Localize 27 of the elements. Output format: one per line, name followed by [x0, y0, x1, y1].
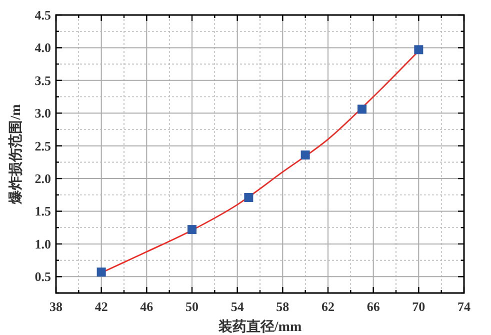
x-tick-label: 58 — [276, 299, 290, 314]
y-tick-label: 3.5 — [34, 72, 52, 88]
point — [358, 104, 366, 114]
x-tick-label: 46 — [140, 299, 154, 314]
point — [244, 193, 254, 202]
y-tick-label: 2.5 — [34, 138, 52, 154]
y-tick-label: 1.5 — [34, 204, 52, 219]
y-tick-label: 4.0 — [34, 40, 51, 56]
x-tick-label: 38 — [50, 299, 63, 314]
y-tick-label: 1.0 — [34, 236, 51, 252]
x-tick-label: 62 — [322, 299, 334, 314]
x-tick-label: 42 — [94, 299, 108, 314]
y-tick-label: 3.0 — [34, 106, 51, 121]
x-tick-label: 66 — [366, 299, 380, 314]
y-axis-title: 爆炸损伤范围/m — [8, 104, 24, 205]
x-axis-title: 装药直径/mm — [217, 319, 302, 335]
point — [188, 225, 196, 234]
x-tick-label: 70 — [412, 299, 426, 314]
point — [414, 45, 424, 54]
y-tick-label: 2.0 — [34, 171, 51, 186]
y-tick-label: 0.5 — [34, 269, 52, 284]
y-tick-label: 4.5 — [34, 8, 52, 22]
x-tick-label: 50 — [186, 299, 198, 314]
x-tick-label: 74 — [458, 299, 471, 314]
x-tick-label: 54 — [230, 299, 244, 314]
point — [300, 150, 310, 160]
point — [96, 268, 106, 277]
